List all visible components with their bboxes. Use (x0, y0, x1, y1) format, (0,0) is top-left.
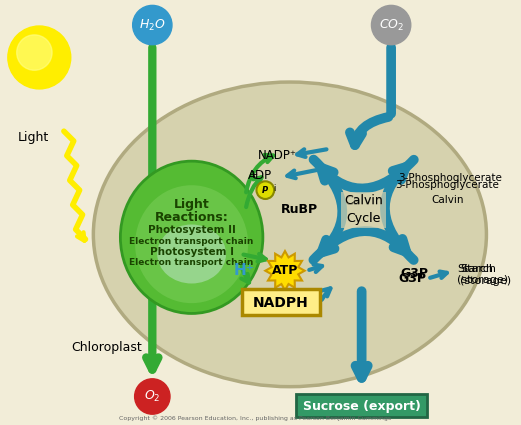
Text: $CO_2$: $CO_2$ (379, 17, 404, 33)
Text: $O_2$: $O_2$ (144, 389, 160, 404)
Ellipse shape (120, 161, 263, 314)
Text: Calvin
Cycle: Calvin Cycle (344, 195, 383, 225)
Text: P: P (262, 186, 268, 195)
Ellipse shape (93, 82, 487, 387)
Text: Calvin
Cycle: Calvin Cycle (344, 194, 383, 225)
Text: Copyright © 2006 Pearson Education, Inc., publishing as Pearson Benjamin Cumming: Copyright © 2006 Pearson Education, Inc.… (119, 415, 392, 421)
Text: Sucrose (export): Sucrose (export) (303, 400, 420, 413)
Text: G3P: G3P (399, 272, 427, 285)
Text: $H_2O$: $H_2O$ (139, 17, 166, 33)
Circle shape (8, 26, 71, 89)
Ellipse shape (157, 224, 226, 283)
FancyBboxPatch shape (296, 394, 427, 417)
Text: (storage): (storage) (457, 275, 508, 285)
Text: Starch: Starch (460, 264, 496, 274)
Text: Electron transport chain: Electron transport chain (129, 237, 254, 246)
FancyArrowPatch shape (246, 177, 262, 207)
FancyArrowPatch shape (350, 117, 388, 145)
Circle shape (371, 6, 411, 45)
Text: H⁺: H⁺ (233, 263, 254, 278)
Polygon shape (265, 251, 305, 290)
Text: Light: Light (173, 198, 209, 211)
Text: 3-Phosphoglycerate: 3-Phosphoglycerate (395, 180, 499, 190)
Text: Light: Light (18, 131, 49, 144)
Text: Photosystem I: Photosystem I (150, 247, 233, 257)
Text: (storage): (storage) (460, 275, 511, 286)
Text: i: i (273, 184, 276, 193)
FancyArrowPatch shape (314, 159, 342, 252)
Text: NADPH: NADPH (253, 296, 309, 310)
Text: ADP: ADP (249, 169, 272, 182)
FancyArrowPatch shape (246, 155, 273, 192)
Text: Starch: Starch (457, 264, 493, 274)
FancyArrowPatch shape (288, 169, 321, 178)
Ellipse shape (135, 185, 248, 303)
FancyBboxPatch shape (242, 289, 320, 315)
Text: Chloroplast: Chloroplast (71, 341, 142, 354)
Text: Photosystem II: Photosystem II (147, 225, 235, 235)
FancyArrowPatch shape (430, 272, 447, 278)
Text: RuBP: RuBP (281, 203, 318, 216)
Text: NADP⁺: NADP⁺ (257, 149, 296, 162)
FancyArrowPatch shape (243, 254, 266, 261)
Text: Calvin: Calvin (431, 195, 463, 205)
FancyArrowPatch shape (309, 264, 322, 272)
Text: G3P: G3P (401, 267, 429, 280)
Text: ATP: ATP (272, 264, 298, 277)
FancyArrowPatch shape (297, 149, 327, 157)
FancyArrowPatch shape (322, 288, 330, 300)
Circle shape (256, 181, 274, 199)
Circle shape (17, 35, 52, 70)
Text: Reactions:: Reactions: (155, 211, 229, 224)
Circle shape (134, 379, 170, 414)
Text: Electron transport chain: Electron transport chain (129, 258, 254, 267)
FancyArrowPatch shape (313, 231, 406, 260)
FancyArrowPatch shape (385, 167, 414, 260)
Circle shape (133, 6, 172, 45)
FancyArrowPatch shape (321, 160, 414, 188)
Text: +: + (249, 170, 258, 180)
FancyArrowPatch shape (241, 266, 249, 283)
Text: 3-Phosphoglycerate: 3-Phosphoglycerate (398, 173, 502, 183)
